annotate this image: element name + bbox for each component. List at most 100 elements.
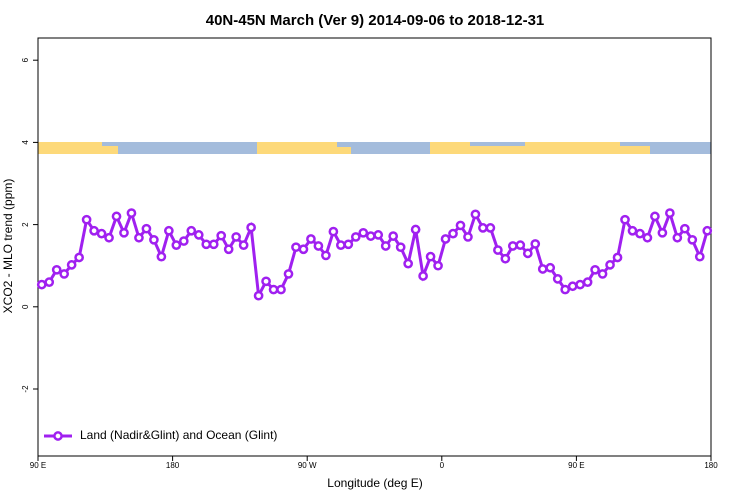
data-point [478,223,488,233]
data-point [156,251,167,262]
data-point [530,239,541,249]
data-point [642,232,653,243]
data-point [694,251,705,262]
y-tick-label: 6 [21,57,30,62]
data-point [440,234,451,244]
data-point [81,214,92,225]
data-point [276,284,286,295]
data-point [485,223,496,233]
data-point [635,228,645,239]
data-point [522,248,533,259]
data-point [380,241,391,251]
data-point [433,260,443,271]
data-point [96,228,107,239]
data-point [51,264,62,275]
data-point [74,252,84,263]
data-point [650,211,660,222]
land-band [470,146,525,154]
land-band [337,147,351,154]
land-band [430,142,470,154]
data-point [336,240,346,251]
data-point [164,225,174,236]
chart-title: 40N-45N March (Ver 9) 2014-09-06 to 2018… [206,12,545,29]
data-point [388,231,399,241]
data-point [605,260,615,270]
y-tick-label: 2 [21,222,30,227]
data-point [36,279,47,290]
land-ocean-strip [38,142,711,154]
data-point [89,225,99,236]
data-point [298,244,309,255]
data-point [44,277,55,287]
data-point [515,240,526,251]
data-point [141,223,152,234]
data-point [463,232,473,242]
data-point [575,279,585,290]
data-point [253,290,264,301]
data-point [126,208,137,218]
data-point [545,262,556,273]
data-point [612,252,623,263]
data-point [455,220,466,231]
data-point [119,227,129,238]
data-point [59,269,70,279]
data-point [306,234,316,244]
data-point [350,232,361,242]
data-point [186,225,197,236]
x-tick-label: 90 E [568,461,584,470]
data-point [403,258,413,269]
data-point [149,234,159,245]
data-point [216,230,227,241]
x-tick-label: 180 [704,461,718,470]
data-point [537,264,548,274]
data-point [111,211,122,222]
data-point [657,227,668,238]
data-point [448,228,458,239]
data-point [582,277,593,287]
data-point [560,284,571,295]
data-point [590,264,600,275]
data-point [702,225,713,236]
y-axis-label: XCO2 - MLO trend (ppm) [1,179,15,314]
data-point [178,236,189,246]
data-point [268,284,279,295]
land-band [38,142,102,154]
data-point [208,239,219,250]
data-point [493,245,503,255]
data-point [321,250,331,261]
x-tick-label: 90 W [298,461,317,470]
data-point [171,240,182,251]
data-point [395,242,406,253]
data-point [500,253,511,264]
data-point [470,209,481,220]
x-axis-label: Longitude (deg E) [327,476,422,490]
data-point [238,240,249,251]
data-point [425,251,436,262]
y-tick-label: 0 [21,304,30,309]
data-point [679,223,690,234]
data-point [328,226,339,237]
data-point [193,230,204,240]
data-point [365,231,376,241]
data-point [665,208,675,218]
data-point [201,239,212,250]
plot-frame [37,37,712,457]
x-tick-label: 90 E [30,461,46,470]
data-point [567,281,578,292]
data-point [672,232,683,243]
data-point [66,260,77,270]
data-point [134,232,144,243]
x-tick-label: 0 [440,461,445,470]
x-tick-label: 180 [166,461,180,470]
data-point [552,274,563,284]
land-band [257,142,337,154]
land-band [525,142,620,154]
data-point [627,225,638,236]
legend-marker [53,431,63,441]
data-point [410,224,421,235]
legend-label: Land (Nadir&Glint) and Ocean (Glint) [80,428,277,442]
data-point [291,242,301,253]
data-point [246,222,256,233]
data-point [418,271,428,281]
